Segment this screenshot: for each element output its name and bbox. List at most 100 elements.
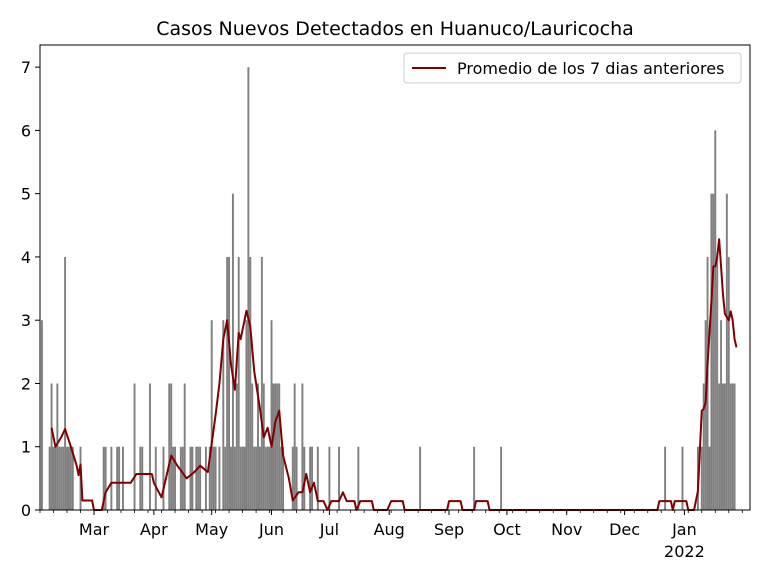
case-bar (226, 256, 229, 510)
case-bar (419, 446, 422, 510)
x-tick-label: Dec (609, 520, 640, 539)
case-bar (64, 256, 67, 510)
case-bar (116, 446, 119, 510)
case-bar (231, 193, 234, 511)
case-bar (729, 383, 732, 510)
case-bar (264, 446, 267, 510)
case-bar (67, 446, 70, 510)
x-tick-label: Nov (551, 520, 582, 539)
case-bar (311, 446, 313, 510)
rolling-average-line (50, 238, 738, 511)
case-bar (69, 446, 72, 510)
case-bar (195, 446, 198, 510)
y-tick-label: 7 (21, 58, 31, 77)
y-tick-label: 0 (21, 501, 31, 520)
case-bar (149, 383, 151, 510)
case-bar (276, 383, 279, 510)
case-bar (272, 383, 275, 510)
x-tick-label: Apr (140, 520, 168, 539)
case-bar (714, 130, 717, 510)
case-bar (255, 446, 258, 510)
x-tick-label: May (195, 520, 228, 539)
case-bar (704, 320, 707, 510)
case-bar (266, 446, 269, 510)
case-bar (309, 446, 312, 510)
legend-label: Promedio de los 7 dias anteriores (457, 59, 724, 78)
case-bar (214, 446, 217, 510)
case-bar (260, 256, 263, 510)
x-tick-label: Jul (319, 520, 339, 539)
case-bar (210, 320, 213, 510)
case-bar (316, 446, 319, 510)
case-bar (247, 67, 250, 510)
case-bar (58, 446, 61, 510)
case-bar (239, 446, 242, 510)
case-bar (199, 446, 202, 510)
case-bar (181, 446, 184, 510)
case-bar (268, 446, 271, 510)
case-bar (258, 446, 261, 510)
case-bar (328, 446, 331, 510)
line-series (50, 238, 738, 511)
case-bar (257, 383, 259, 510)
case-bar (251, 383, 254, 510)
case-bar (270, 320, 273, 510)
case-bar (102, 446, 105, 510)
case-bar (110, 446, 113, 510)
case-bar (224, 446, 227, 510)
case-bar (56, 383, 59, 510)
case-bar (718, 383, 721, 510)
case-bar (189, 446, 192, 510)
case-bar (278, 383, 281, 510)
case-bar (500, 446, 503, 510)
plot-frame (39, 44, 751, 511)
case-bar (183, 383, 186, 510)
y-tick-label: 4 (21, 248, 31, 267)
x-tick-label: Mar (79, 520, 110, 539)
bar-series (40, 67, 736, 511)
case-bar (274, 383, 277, 510)
case-bar (733, 383, 736, 510)
x-tick-label: Jun (258, 520, 284, 539)
case-bar (230, 446, 232, 510)
chart-title: Casos Nuevos Detectados en Huanuco/Lauri… (156, 18, 634, 40)
case-bar (338, 446, 341, 510)
case-bar (174, 446, 177, 510)
case-bar (141, 446, 144, 510)
case-bar (168, 383, 171, 510)
case-bar (208, 446, 211, 510)
case-bar (712, 193, 715, 511)
case-bar (62, 446, 65, 510)
x-tick-year-label: 2022 (664, 542, 705, 561)
case-bar (172, 446, 175, 510)
x-tick-label: Sep (434, 520, 464, 539)
case-bar (295, 446, 298, 510)
x-tick-label: Oct (493, 520, 521, 539)
case-bar (731, 383, 734, 510)
y-tick-label: 6 (21, 121, 31, 140)
case-bar (301, 383, 304, 510)
x-tick-label: Jan (671, 520, 697, 539)
case-bar (720, 320, 723, 510)
case-bar (204, 446, 207, 510)
case-bar (235, 383, 238, 510)
case-bar (139, 446, 142, 510)
case-bar (40, 320, 43, 510)
case-bar (71, 446, 74, 510)
case-bar (66, 446, 68, 510)
case-bar (262, 383, 265, 510)
case-bar (243, 446, 246, 510)
y-tick-label: 1 (21, 438, 31, 457)
case-bar (118, 446, 121, 510)
case-bar (357, 446, 360, 510)
case-bar (664, 446, 667, 510)
case-bar (727, 256, 730, 510)
legend: Promedio de los 7 dias anteriores (403, 52, 742, 84)
case-bar (170, 383, 173, 510)
case-bar (282, 446, 285, 510)
case-bar (52, 446, 55, 510)
case-bar (179, 446, 182, 510)
case-bar (218, 446, 221, 510)
